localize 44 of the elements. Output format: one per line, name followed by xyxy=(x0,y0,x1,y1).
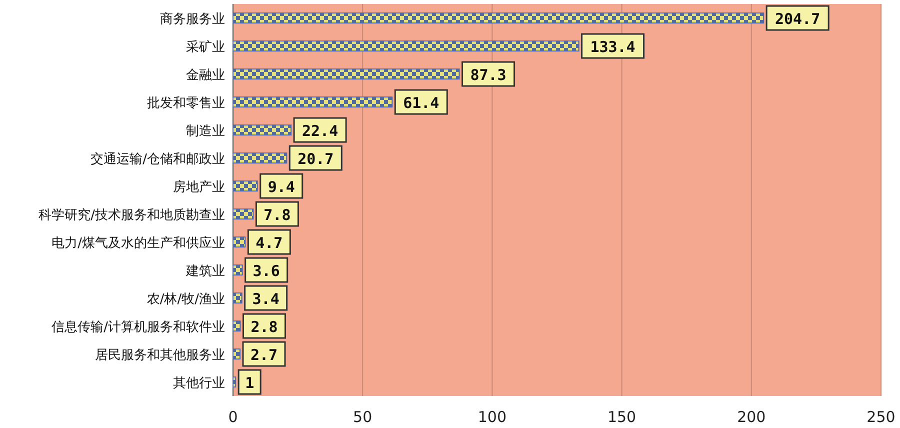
data-label: 204.7 xyxy=(775,10,820,28)
data-label: 9.4 xyxy=(268,178,295,196)
y-tick-label: 建筑业 xyxy=(185,264,225,279)
y-tick-label: 其他行业 xyxy=(173,376,225,391)
y-tick-label: 批发和零售业 xyxy=(147,96,225,111)
data-label: 2.7 xyxy=(250,346,278,364)
data-label: 2.8 xyxy=(250,318,278,336)
bar xyxy=(232,236,246,248)
data-label: 3.4 xyxy=(252,290,280,308)
x-tick-label: 50 xyxy=(353,408,372,426)
bar xyxy=(232,376,236,388)
y-tick-label: 制造业 xyxy=(186,124,225,139)
y-tick-label: 采矿业 xyxy=(186,40,225,55)
x-tick-label: 150 xyxy=(607,408,636,426)
y-tick-label: 科学研究/技术服务和地质勘查业 xyxy=(38,208,225,223)
data-label: 61.4 xyxy=(403,94,440,112)
bar xyxy=(232,40,580,52)
data-label: 87.3 xyxy=(470,66,506,84)
data-label: 1 xyxy=(245,374,254,392)
data-label: 20.7 xyxy=(298,150,334,168)
bar xyxy=(232,320,241,332)
x-tick-label: 0 xyxy=(228,408,238,426)
bar xyxy=(232,348,240,360)
bar xyxy=(232,292,242,304)
y-tick-label: 交通运输/仓储和邮政业 xyxy=(90,151,225,167)
y-tick-label: 农/林/牧/渔业 xyxy=(146,292,225,307)
bar xyxy=(232,180,258,192)
bar xyxy=(232,208,254,220)
y-tick-label: 电力/煤气及水的生产和供应业 xyxy=(52,235,225,251)
data-label: 3.6 xyxy=(252,262,280,280)
data-label: 22.4 xyxy=(302,122,338,140)
data-label: 4.7 xyxy=(256,234,283,252)
y-tick-label: 信息传输/计算机服务和软件业 xyxy=(52,320,225,335)
x-tick-label: 200 xyxy=(737,408,766,426)
y-tick-label: 房地产业 xyxy=(173,179,225,195)
data-label: 133.4 xyxy=(590,38,636,56)
bar xyxy=(232,264,243,276)
x-tick-label: 250 xyxy=(866,408,896,426)
data-label: 7.8 xyxy=(264,206,291,224)
y-tick-label: 商务服务业 xyxy=(160,12,225,27)
y-tick-label: 居民服务和其他服务业 xyxy=(95,348,225,363)
x-tick-label: 100 xyxy=(478,408,507,426)
bar xyxy=(232,68,460,80)
y-tick-label: 金融业 xyxy=(186,68,225,83)
